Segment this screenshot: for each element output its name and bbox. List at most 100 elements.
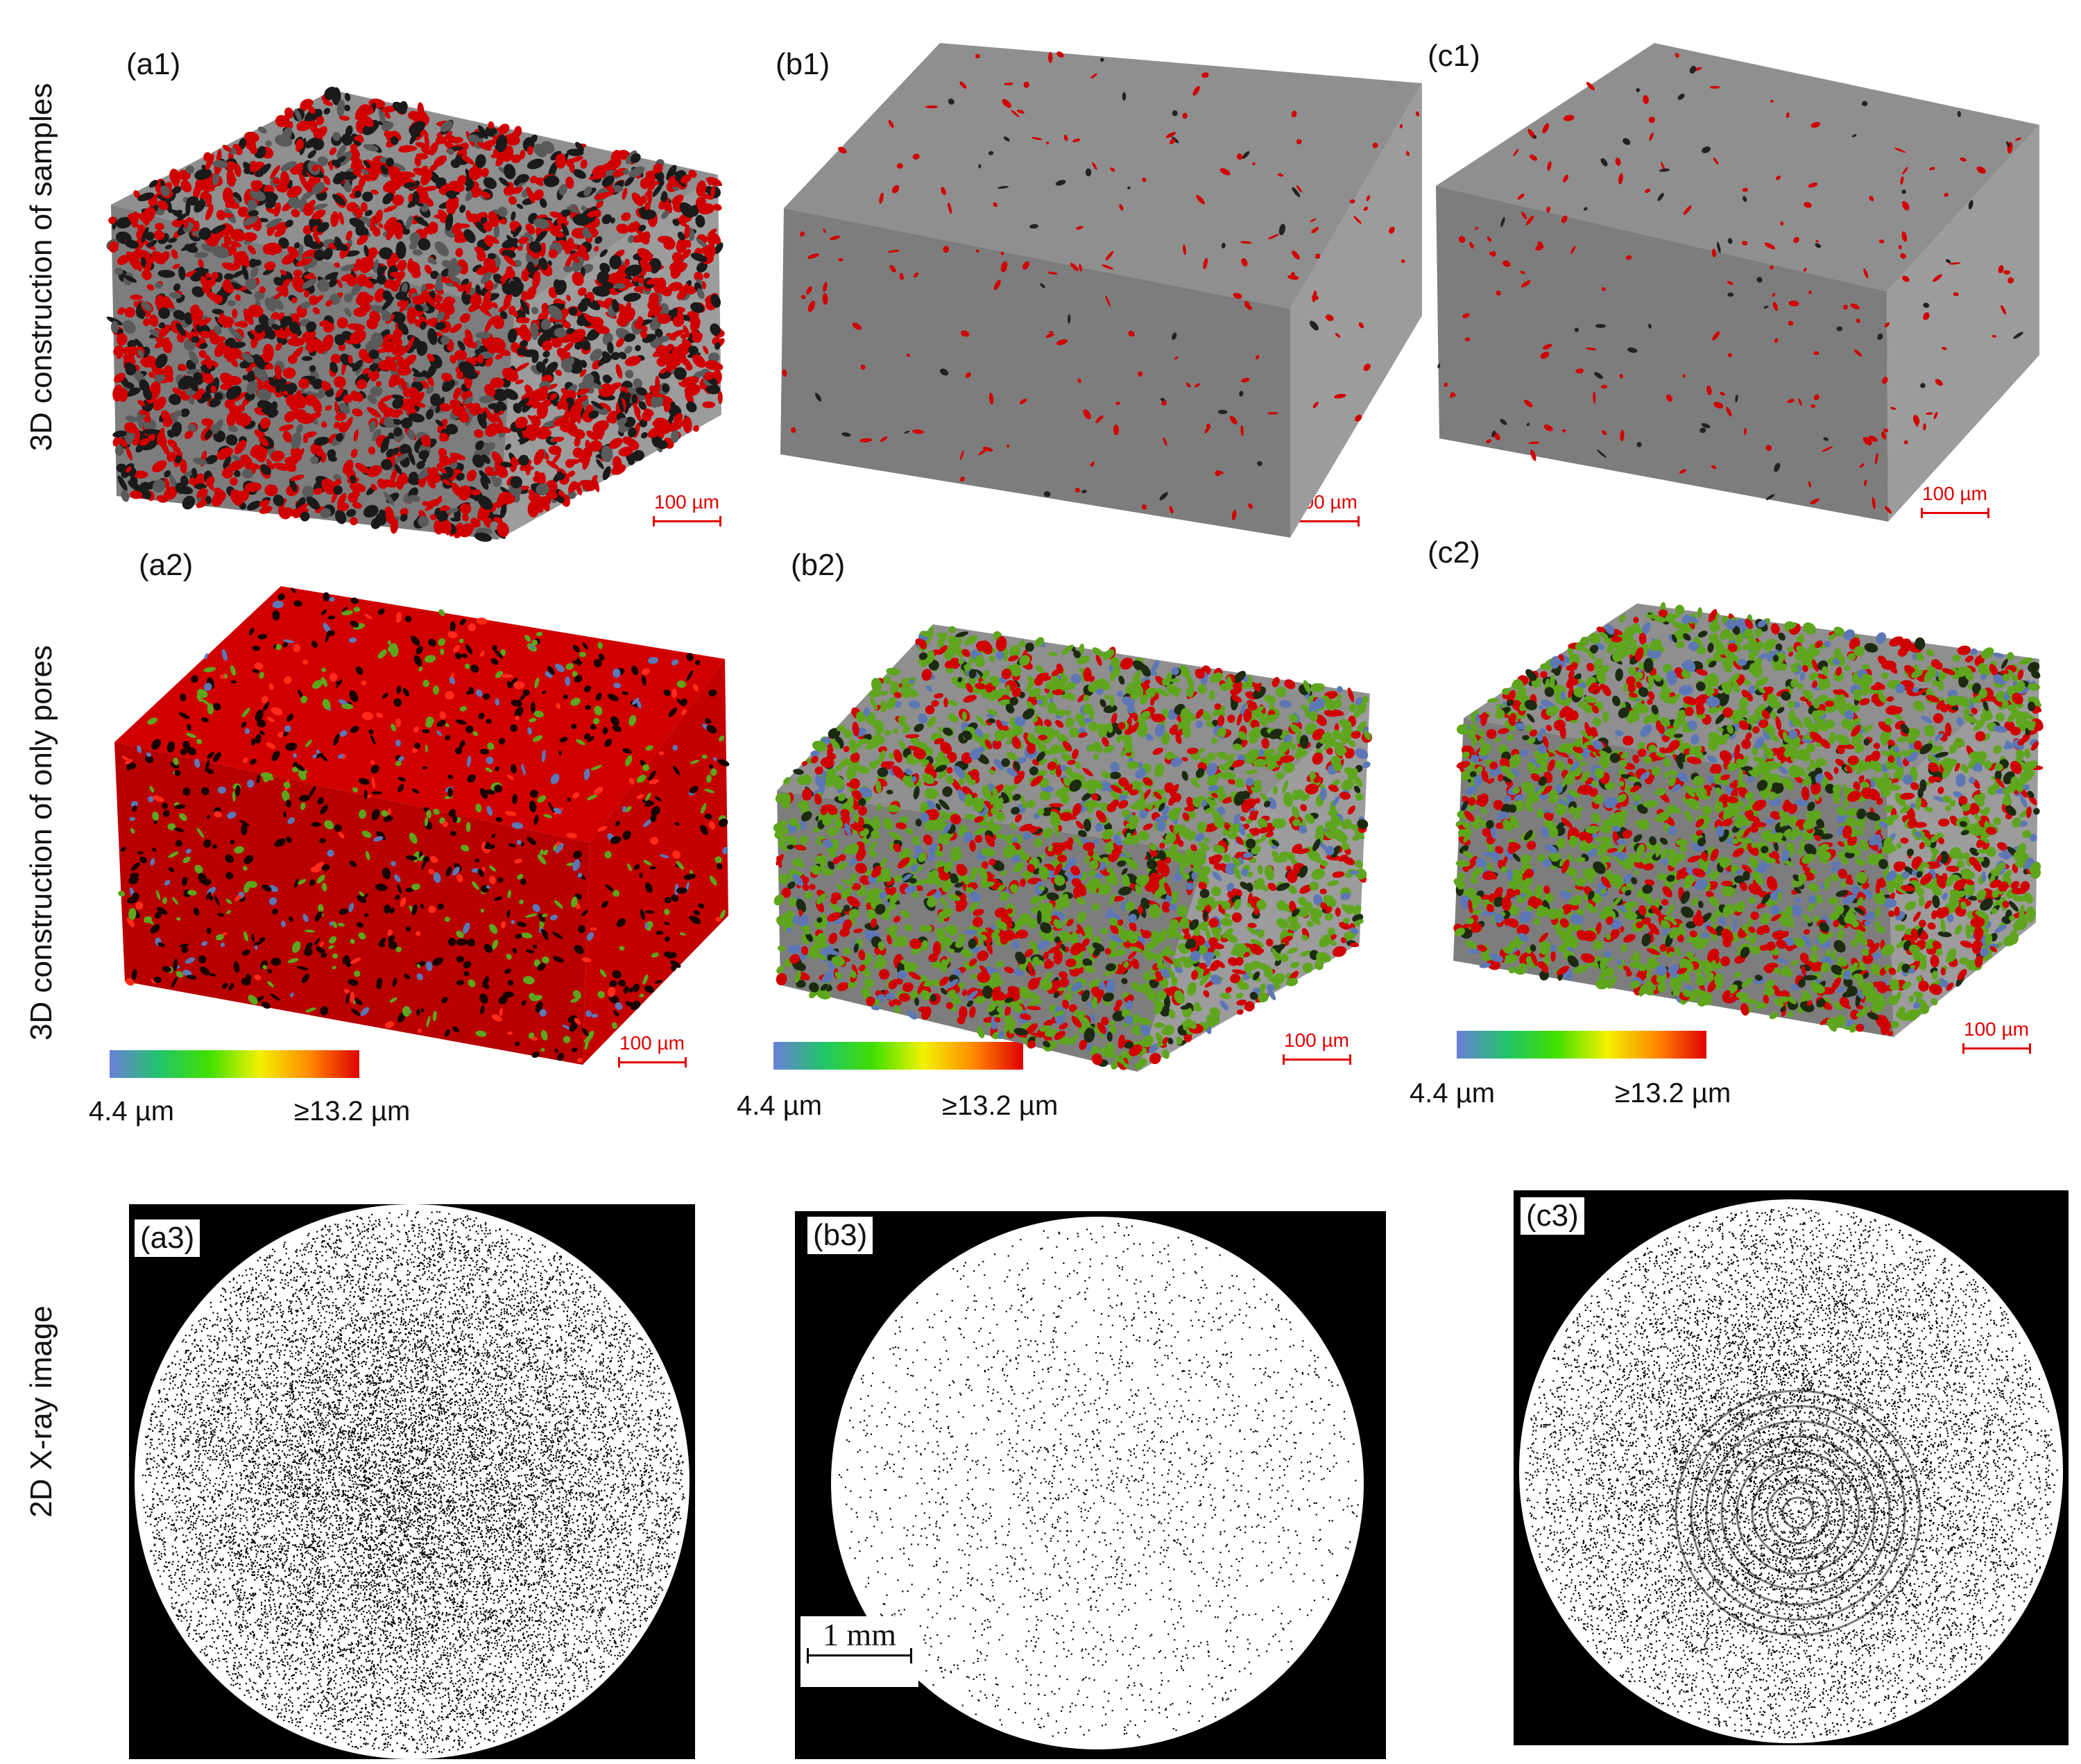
xray-dot bbox=[649, 1558, 651, 1560]
xray-dot bbox=[223, 1419, 225, 1421]
xray-dot bbox=[481, 1657, 483, 1659]
xray-dot bbox=[474, 1451, 476, 1453]
xray-dot bbox=[560, 1694, 562, 1696]
xray-dot bbox=[399, 1400, 401, 1402]
xray-dot bbox=[143, 1507, 145, 1509]
xray-dot bbox=[489, 1715, 491, 1718]
xray-dot bbox=[572, 1414, 574, 1416]
xray-dot bbox=[393, 1467, 395, 1469]
xray-dot bbox=[500, 1321, 502, 1323]
xray-dot bbox=[227, 1413, 229, 1415]
xray-dot bbox=[479, 1731, 481, 1733]
xray-dot bbox=[173, 1607, 175, 1609]
xray-dot bbox=[241, 1564, 244, 1566]
xray-dot bbox=[323, 1515, 325, 1517]
xray-dot bbox=[565, 1558, 567, 1560]
xray-dot bbox=[456, 1451, 459, 1453]
xray-dot bbox=[382, 1620, 384, 1622]
xray-dot bbox=[396, 1678, 398, 1680]
xray-dot bbox=[427, 1229, 429, 1231]
xray-dot bbox=[477, 1249, 479, 1251]
xray-dot bbox=[479, 1425, 481, 1427]
xray-dot bbox=[173, 1478, 175, 1480]
xray-dot bbox=[592, 1593, 594, 1595]
xray-dot bbox=[424, 1518, 426, 1521]
xray-dot bbox=[641, 1339, 644, 1341]
xray-dot bbox=[228, 1552, 230, 1554]
xray-dot bbox=[567, 1326, 570, 1328]
xray-dot bbox=[488, 1267, 490, 1269]
xray-dot bbox=[284, 1476, 286, 1478]
xray-dot bbox=[289, 1394, 291, 1396]
xray-dot bbox=[505, 1437, 507, 1439]
xray-dot bbox=[382, 1585, 384, 1587]
xray-dot bbox=[348, 1385, 350, 1387]
xray-dot bbox=[505, 1383, 507, 1386]
xray-dot bbox=[477, 1586, 479, 1588]
xray-dot bbox=[329, 1585, 332, 1587]
xray-dot bbox=[296, 1249, 298, 1251]
xray-dot bbox=[218, 1445, 220, 1448]
xray-dot bbox=[402, 1409, 404, 1411]
xray-dot bbox=[323, 1611, 325, 1613]
xray-dot bbox=[223, 1308, 226, 1310]
xray-dot bbox=[332, 1242, 334, 1244]
xray-dot bbox=[661, 1546, 663, 1548]
xray-dot bbox=[475, 1401, 477, 1403]
xray-dot bbox=[481, 1618, 483, 1620]
xray-dot bbox=[195, 1533, 197, 1535]
xray-dot bbox=[230, 1409, 232, 1411]
xray-dot bbox=[348, 1719, 350, 1721]
xray-dot bbox=[274, 1468, 276, 1471]
xray-dot bbox=[364, 1519, 366, 1521]
xray-dot bbox=[436, 1351, 438, 1353]
xray-dot bbox=[195, 1482, 197, 1484]
xray-dot bbox=[614, 1418, 616, 1420]
xray-dot bbox=[366, 1477, 368, 1479]
xray-dot bbox=[172, 1377, 175, 1379]
xray-dot bbox=[495, 1492, 497, 1494]
xray-dot bbox=[228, 1536, 230, 1538]
xray-dot bbox=[400, 1561, 402, 1563]
xray-dot bbox=[203, 1472, 205, 1474]
xray-dot bbox=[261, 1536, 263, 1538]
xray-dot bbox=[475, 1301, 477, 1303]
xray-dot bbox=[579, 1335, 581, 1337]
xray-dot bbox=[284, 1658, 286, 1660]
xray-dot bbox=[566, 1536, 568, 1538]
xray-dot bbox=[444, 1549, 446, 1551]
xray-dot bbox=[403, 1672, 405, 1674]
xray-dot bbox=[275, 1564, 277, 1566]
xray-dot bbox=[382, 1453, 384, 1455]
xray-dot bbox=[334, 1728, 336, 1730]
xray-dot bbox=[228, 1475, 230, 1478]
xray-dot bbox=[319, 1385, 321, 1387]
xray-dot bbox=[430, 1493, 432, 1496]
xray-dot bbox=[215, 1593, 217, 1595]
xray-dot bbox=[305, 1552, 307, 1554]
xray-dot bbox=[326, 1699, 328, 1702]
xray-dot bbox=[196, 1450, 198, 1453]
xray-dot bbox=[587, 1310, 589, 1312]
xray-dot bbox=[498, 1466, 500, 1468]
xray-dot bbox=[511, 1504, 513, 1506]
xray-dot bbox=[336, 1693, 339, 1695]
xray-dot bbox=[499, 1549, 501, 1551]
xray-dot bbox=[266, 1593, 268, 1595]
xray-dot bbox=[544, 1387, 546, 1389]
xray-dot bbox=[393, 1459, 396, 1462]
xray-dot bbox=[333, 1680, 335, 1682]
xray-dot bbox=[641, 1579, 643, 1581]
xray-dot bbox=[572, 1270, 574, 1273]
xray-dot bbox=[588, 1371, 590, 1373]
xray-dot bbox=[357, 1381, 359, 1383]
xray-dot bbox=[237, 1498, 239, 1500]
xray-dot bbox=[250, 1292, 252, 1294]
xray-dot bbox=[366, 1670, 368, 1672]
xray-dot bbox=[664, 1464, 666, 1466]
xray-dot bbox=[323, 1419, 325, 1421]
xray-dot bbox=[389, 1364, 391, 1367]
xray-dot bbox=[164, 1410, 166, 1412]
xray-dot bbox=[502, 1281, 504, 1283]
xray-dot bbox=[413, 1672, 416, 1674]
